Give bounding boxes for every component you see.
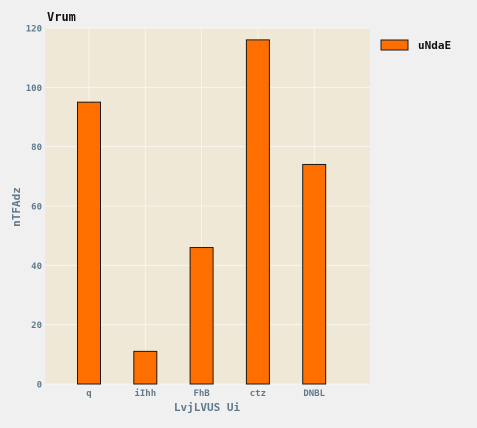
legend: uNdaE — [380, 39, 451, 52]
x-tick-label: iIhh — [134, 388, 156, 399]
y-tick-label: 60 — [31, 203, 42, 213]
y-axis-label: nTFAdz — [10, 187, 23, 227]
legend-swatch — [380, 39, 409, 51]
chart-title: Vrum — [47, 10, 76, 24]
bar — [77, 101, 101, 385]
x-tick-label: DNBL — [303, 389, 325, 399]
y-tick-label: 80 — [31, 143, 42, 153]
legend-label: uNdaE — [418, 39, 451, 52]
bar — [302, 163, 327, 385]
bars — [77, 39, 327, 385]
y-tick-label: 100 — [26, 84, 42, 94]
y-tick-label: 120 — [26, 25, 42, 35]
x-tick-label: q — [86, 389, 91, 399]
x-tick-labels: q iIhh FhB ctz DNBL — [86, 388, 325, 399]
bar — [245, 39, 270, 385]
bar — [133, 350, 158, 385]
x-axis-label: LvjLVUS Ui — [174, 401, 241, 414]
y-tick-label: 40 — [31, 262, 42, 272]
y-tick-labels: 0 20 40 60 80 100 120 — [26, 25, 42, 391]
y-tick-label: 0 — [37, 381, 42, 391]
bar — [189, 247, 214, 385]
x-tick-label: ctz — [250, 389, 266, 399]
x-tick-label: FhB — [193, 389, 210, 399]
y-tick-label: 20 — [31, 321, 42, 331]
